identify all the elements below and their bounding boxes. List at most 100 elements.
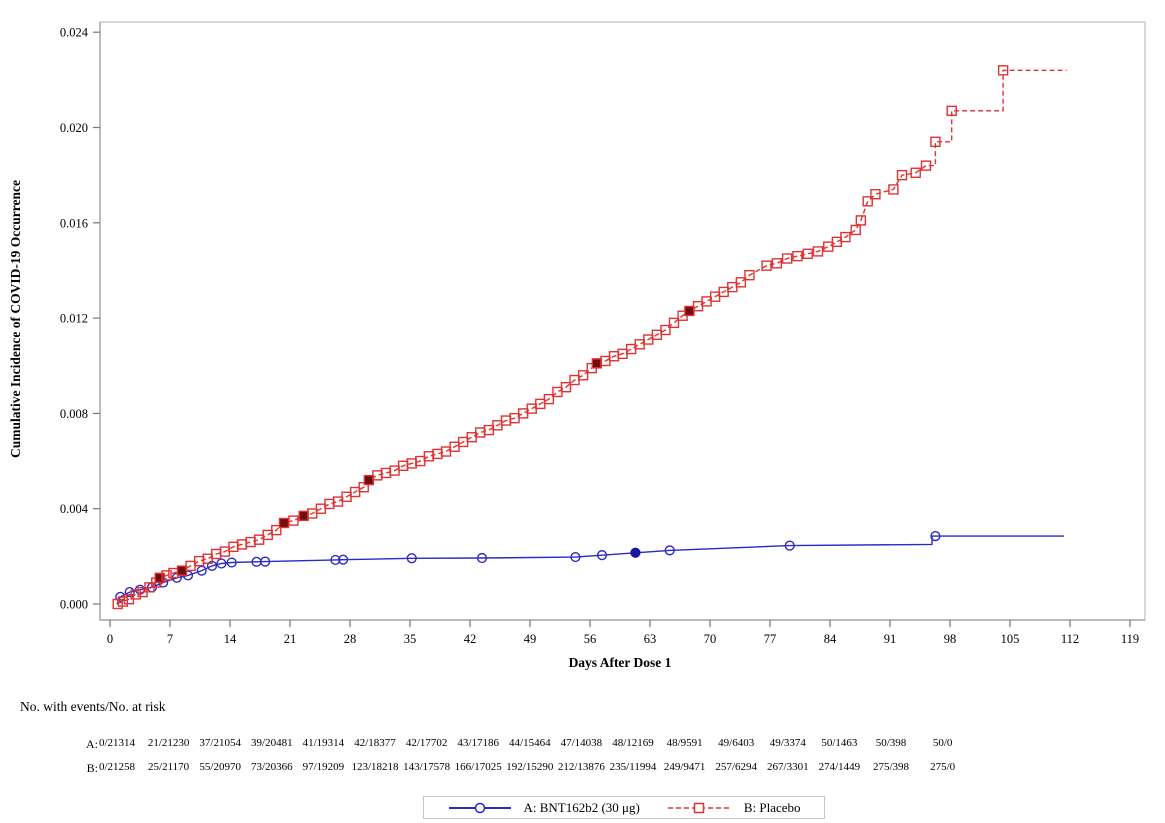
- series-line-a: [116, 535, 1064, 605]
- risk-cell: 50/398: [875, 737, 907, 749]
- marker-square: [855, 215, 867, 226]
- marker-square: [193, 555, 205, 567]
- marker-circle: [596, 550, 608, 561]
- marker-square: [543, 393, 555, 405]
- marker-square: [781, 253, 793, 264]
- marker-square-filled: [684, 305, 695, 317]
- x-tick-label: 84: [824, 632, 837, 646]
- marker-square: [862, 196, 873, 207]
- marker-square: [117, 596, 129, 607]
- marker-square: [761, 260, 772, 271]
- x-tick-label: 7: [167, 632, 173, 646]
- x-tick-label: 21: [284, 632, 297, 646]
- marker-square: [634, 339, 645, 350]
- marker-square: [870, 189, 881, 200]
- marker-square: [823, 241, 834, 252]
- risk-table-header: No. with events/No. at risk: [20, 699, 166, 714]
- risk-cell: 39/20481: [251, 737, 293, 749]
- marker-square: [288, 515, 299, 526]
- marker-square: [735, 277, 747, 288]
- y-tick-label: 0.016: [60, 216, 88, 230]
- risk-cell: 48/12169: [612, 737, 654, 749]
- marker-square: [831, 236, 843, 248]
- risk-cell: 123/18218: [351, 761, 399, 773]
- marker-square: [812, 246, 824, 257]
- risk-row-label: B:: [86, 761, 98, 775]
- marker-square: [668, 317, 680, 329]
- risk-cell: 192/15290: [506, 761, 554, 773]
- x-tick-label: 91: [884, 632, 897, 646]
- marker-circle: [124, 586, 135, 598]
- x-tick-label: 0: [107, 632, 113, 646]
- risk-cell: 21/21230: [147, 737, 190, 749]
- risk-cell: 212/13876: [557, 761, 605, 773]
- risk-cell: 97/19209: [302, 761, 345, 773]
- x-tick-label: 28: [344, 632, 357, 646]
- risk-cell: 55/20970: [199, 761, 241, 773]
- marker-circle: [664, 545, 675, 556]
- marker-square: [475, 427, 486, 438]
- marker-square: [946, 105, 957, 117]
- y-tick-label: 0.004: [60, 502, 89, 516]
- marker-square: [896, 169, 908, 181]
- legend-label-a: A: BNT162b2 (30 μg): [523, 799, 640, 815]
- plot-frame: [99, 21, 1146, 621]
- marker-square-filled: [176, 565, 188, 576]
- marker-square: [517, 408, 529, 419]
- risk-cell: 275/0: [930, 761, 956, 773]
- legend-line-b-icon: [667, 802, 730, 813]
- risk-cell: 48/9591: [666, 737, 703, 749]
- y-tick-label: 0.008: [60, 407, 88, 421]
- risk-cell: 0/21258: [98, 761, 136, 773]
- marker-square: [466, 432, 477, 443]
- marker-circle: [226, 557, 237, 568]
- marker-square: [440, 446, 452, 457]
- marker-square-filled: [591, 358, 603, 369]
- x-axis-title: Days After Dose 1: [568, 655, 672, 670]
- marker-square: [850, 224, 861, 236]
- marker-circle: [930, 530, 941, 542]
- y-tick-label: 0.012: [60, 312, 88, 326]
- marker-square: [920, 160, 932, 171]
- marker-square: [802, 248, 813, 259]
- x-tick-label: 35: [404, 632, 417, 646]
- risk-row-label: A:: [86, 737, 98, 751]
- marker-square: [840, 231, 851, 243]
- marker-circle: [784, 540, 795, 551]
- x-tick-label: 49: [524, 632, 537, 646]
- y-tick-label: 0.000: [60, 598, 88, 612]
- risk-cell: 42/18377: [354, 737, 396, 749]
- risk-cell: 235/11994: [609, 761, 657, 773]
- marker-circle-filled: [630, 547, 641, 558]
- x-tick-label: 98: [944, 632, 957, 646]
- marker-square-filled: [298, 510, 309, 522]
- marker-circle: [260, 556, 271, 567]
- marker-square: [792, 250, 803, 262]
- marker-square: [130, 589, 141, 600]
- marker-square: [271, 524, 282, 536]
- risk-cell: 41/19314: [302, 737, 345, 749]
- marker-square: [888, 184, 899, 195]
- risk-cell: 267/3301: [767, 761, 809, 773]
- marker-square: [324, 498, 335, 510]
- marker-circle: [476, 552, 488, 564]
- marker-square: [771, 258, 783, 269]
- x-tick-label: 42: [464, 632, 477, 646]
- marker-square: [372, 470, 383, 481]
- marker-square-filled: [154, 572, 165, 583]
- risk-cell: 50/1463: [821, 737, 858, 749]
- marker-square: [380, 467, 392, 479]
- risk-cell: 37/21054: [199, 737, 241, 749]
- marker-square: [432, 448, 443, 460]
- risk-cell: 166/17025: [454, 761, 502, 773]
- marker-square-filled: [363, 474, 375, 486]
- marker-circle: [570, 551, 581, 563]
- marker-square: [332, 496, 344, 507]
- x-tick-label: 105: [1001, 632, 1020, 646]
- marker-square: [245, 536, 256, 548]
- series-line-b: [116, 69, 1067, 605]
- x-tick-label: 112: [1061, 632, 1079, 646]
- risk-cell: 73/20366: [251, 761, 293, 773]
- risk-cell: 50/0: [932, 737, 953, 749]
- risk-cell: 257/6294: [715, 761, 757, 773]
